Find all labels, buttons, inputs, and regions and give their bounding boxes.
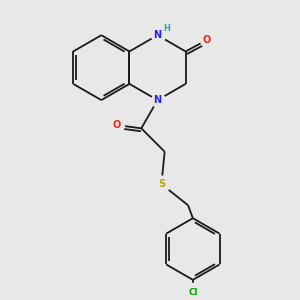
Text: Cl: Cl — [188, 288, 198, 297]
Text: N: N — [154, 30, 162, 40]
Text: H: H — [163, 24, 170, 33]
Text: S: S — [158, 179, 165, 189]
Text: N: N — [154, 95, 162, 105]
Text: O: O — [202, 35, 211, 45]
Text: O: O — [113, 120, 121, 130]
